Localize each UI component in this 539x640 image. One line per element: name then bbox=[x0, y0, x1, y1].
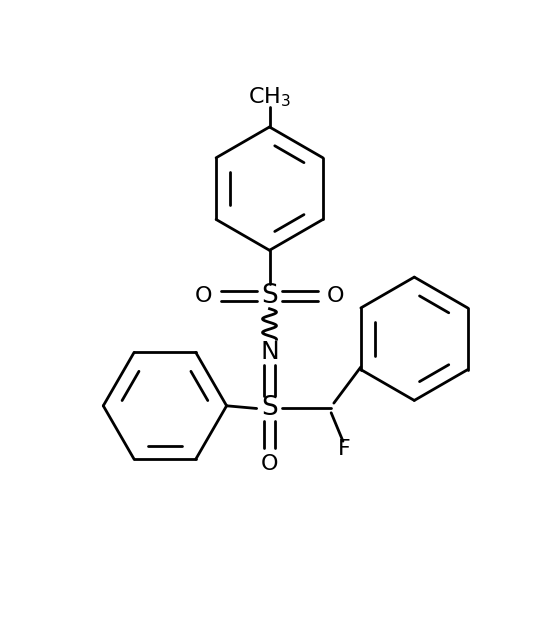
Text: S: S bbox=[261, 396, 278, 422]
Text: F: F bbox=[338, 438, 351, 459]
Text: N: N bbox=[260, 340, 279, 364]
Text: O: O bbox=[195, 286, 212, 306]
Text: O: O bbox=[327, 286, 344, 306]
Text: S: S bbox=[261, 283, 278, 309]
Text: O: O bbox=[261, 454, 278, 474]
Text: CH$_3$: CH$_3$ bbox=[248, 86, 291, 109]
